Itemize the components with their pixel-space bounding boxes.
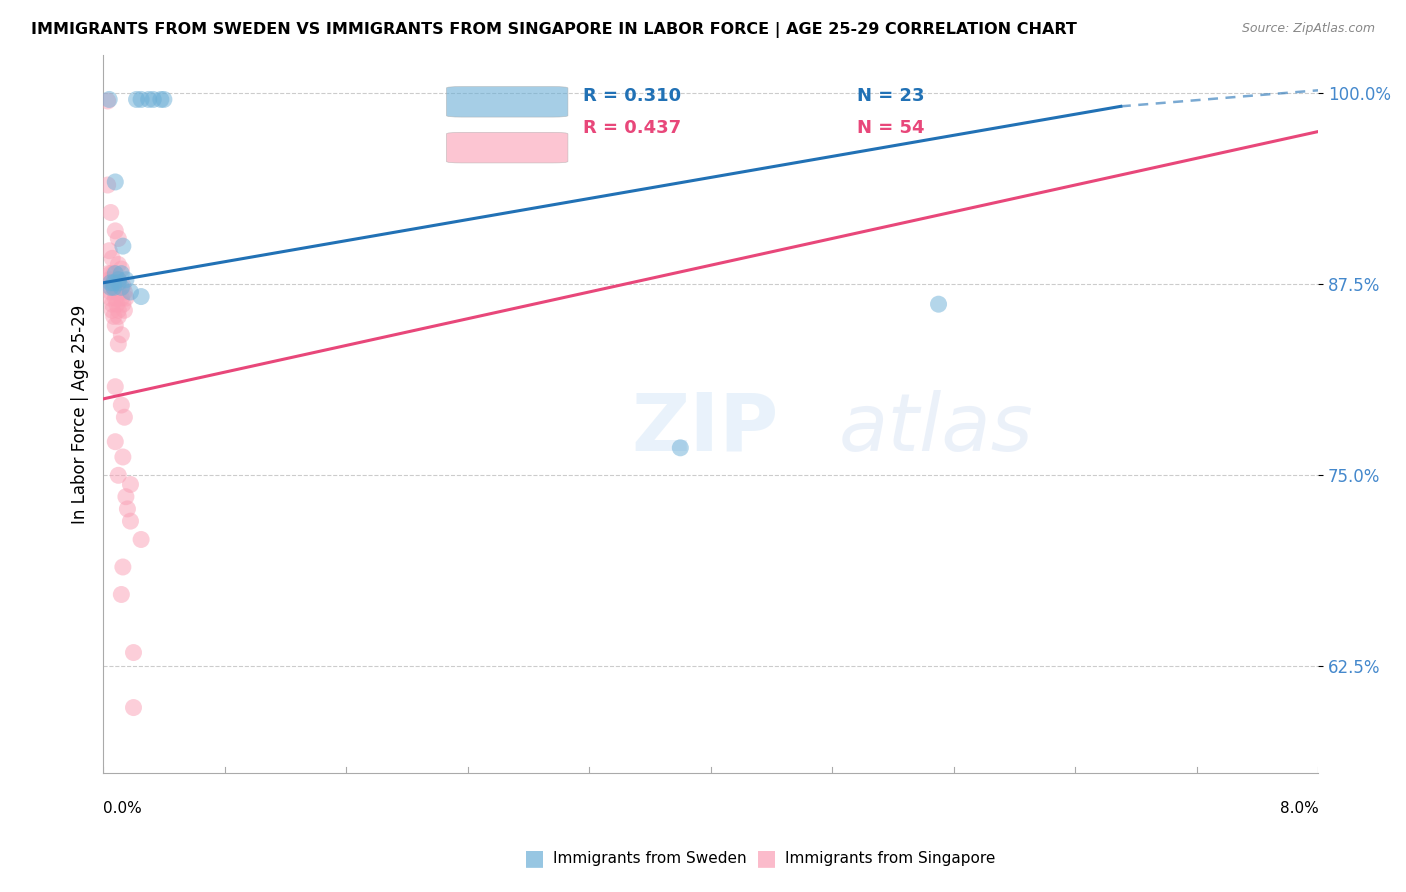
Point bbox=[111, 560, 134, 574]
FancyBboxPatch shape bbox=[447, 87, 568, 117]
Point bbox=[115, 490, 138, 504]
Point bbox=[111, 278, 134, 293]
Point bbox=[104, 434, 127, 449]
Point bbox=[100, 267, 122, 281]
Point bbox=[101, 297, 124, 311]
Point bbox=[103, 267, 125, 281]
Text: 8.0%: 8.0% bbox=[1279, 801, 1319, 816]
Point bbox=[120, 477, 142, 491]
Text: N = 54: N = 54 bbox=[856, 119, 924, 136]
Point bbox=[111, 239, 134, 253]
Point bbox=[129, 289, 152, 303]
Text: Immigrants from Singapore: Immigrants from Singapore bbox=[785, 851, 995, 865]
Point bbox=[112, 303, 135, 318]
Point bbox=[107, 231, 129, 245]
Point bbox=[107, 273, 129, 287]
Point bbox=[111, 450, 134, 464]
Point bbox=[98, 92, 121, 106]
Point bbox=[100, 285, 122, 299]
Point bbox=[103, 276, 125, 290]
Y-axis label: In Labor Force | Age 25-29: In Labor Force | Age 25-29 bbox=[72, 304, 89, 524]
Point bbox=[149, 92, 172, 106]
Text: atlas: atlas bbox=[838, 390, 1033, 467]
Point bbox=[98, 244, 121, 258]
Point bbox=[100, 280, 122, 294]
Text: ■: ■ bbox=[524, 848, 544, 868]
Point bbox=[111, 297, 134, 311]
Point bbox=[104, 224, 127, 238]
Point bbox=[104, 380, 127, 394]
Point bbox=[107, 310, 129, 324]
Point bbox=[107, 276, 129, 290]
Text: Immigrants from Sweden: Immigrants from Sweden bbox=[553, 851, 747, 865]
Point bbox=[98, 278, 121, 293]
Point bbox=[101, 273, 124, 287]
Point bbox=[115, 291, 138, 305]
Point bbox=[100, 276, 122, 290]
Point bbox=[110, 398, 132, 412]
Point bbox=[100, 291, 122, 305]
Point bbox=[97, 267, 120, 281]
Point bbox=[120, 514, 142, 528]
Point bbox=[120, 285, 142, 299]
Text: 0.0%: 0.0% bbox=[103, 801, 142, 816]
Point bbox=[104, 285, 127, 299]
Point bbox=[122, 646, 145, 660]
Point bbox=[129, 533, 152, 547]
Point bbox=[105, 273, 128, 287]
Point bbox=[117, 502, 139, 516]
Point bbox=[928, 297, 950, 311]
Point bbox=[112, 410, 135, 425]
Point bbox=[107, 303, 129, 318]
Point bbox=[107, 273, 129, 287]
Point bbox=[105, 297, 128, 311]
Point bbox=[97, 94, 120, 108]
Text: R = 0.310: R = 0.310 bbox=[583, 87, 682, 104]
Point bbox=[110, 267, 132, 281]
Text: N = 23: N = 23 bbox=[856, 87, 924, 104]
Point bbox=[103, 310, 125, 324]
Point bbox=[110, 280, 132, 294]
Point bbox=[104, 175, 127, 189]
Point bbox=[104, 291, 127, 305]
Point bbox=[107, 257, 129, 271]
Point bbox=[129, 92, 152, 106]
Text: IMMIGRANTS FROM SWEDEN VS IMMIGRANTS FROM SINGAPORE IN LABOR FORCE | AGE 25-29 C: IMMIGRANTS FROM SWEDEN VS IMMIGRANTS FRO… bbox=[31, 22, 1077, 38]
Point bbox=[103, 278, 125, 293]
Point bbox=[107, 285, 129, 299]
Point bbox=[98, 273, 121, 287]
Text: Source: ZipAtlas.com: Source: ZipAtlas.com bbox=[1241, 22, 1375, 36]
Point bbox=[110, 587, 132, 601]
Point bbox=[122, 700, 145, 714]
Point bbox=[101, 252, 124, 266]
Point bbox=[107, 278, 129, 293]
Point bbox=[112, 285, 135, 299]
Point bbox=[103, 280, 125, 294]
Point bbox=[104, 318, 127, 333]
Text: ■: ■ bbox=[756, 848, 776, 868]
Point bbox=[107, 337, 129, 351]
Point bbox=[138, 92, 160, 106]
Point bbox=[110, 327, 132, 342]
Point bbox=[115, 273, 138, 287]
Point bbox=[100, 205, 122, 219]
Text: ZIP: ZIP bbox=[631, 390, 779, 467]
Point bbox=[142, 92, 165, 106]
Point bbox=[110, 291, 132, 305]
Point bbox=[110, 262, 132, 277]
Point bbox=[107, 468, 129, 483]
Point bbox=[101, 303, 124, 318]
Point bbox=[153, 92, 176, 106]
FancyBboxPatch shape bbox=[447, 132, 568, 163]
Text: R = 0.437: R = 0.437 bbox=[583, 119, 682, 136]
Point bbox=[97, 178, 120, 192]
Point bbox=[125, 92, 148, 106]
Point bbox=[669, 441, 692, 455]
Point bbox=[104, 267, 127, 281]
